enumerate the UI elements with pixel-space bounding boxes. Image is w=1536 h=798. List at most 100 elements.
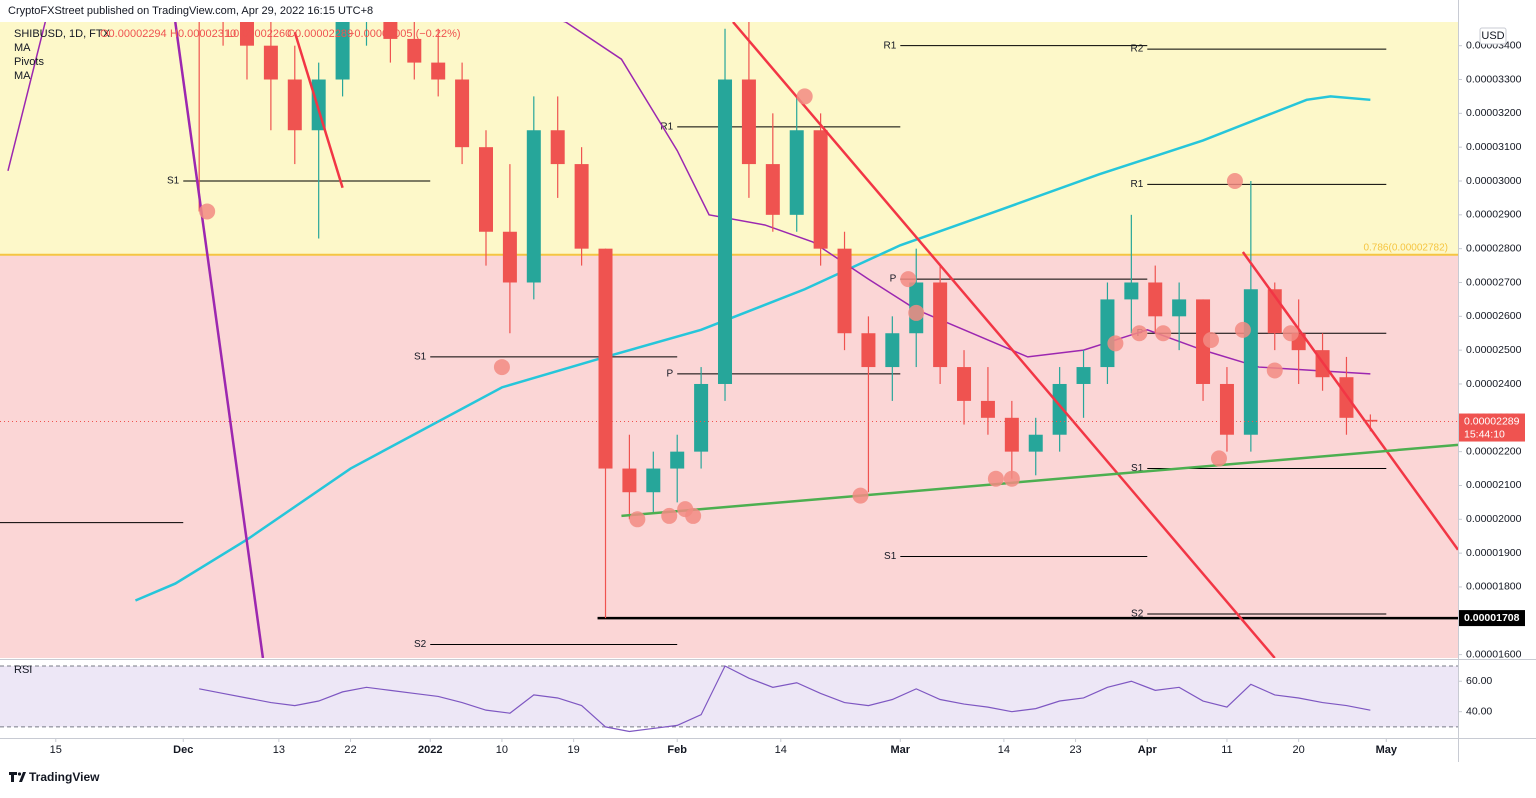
y-tick-label: 0.00002000 xyxy=(1466,513,1522,525)
candle-body xyxy=(718,79,733,384)
ohlc-low: L0.00002260 xyxy=(227,28,291,40)
trendline xyxy=(621,443,1458,518)
candle-body xyxy=(1363,419,1378,422)
marker xyxy=(1282,325,1299,342)
candle-body xyxy=(670,451,685,469)
rsi-tick-label: 40.00 xyxy=(1466,705,1492,717)
marker xyxy=(629,511,646,528)
x-tick-label: Mar xyxy=(891,744,911,756)
rsi-title: RSI xyxy=(14,664,32,676)
candle-body xyxy=(1100,299,1115,368)
last-price-tag xyxy=(1459,413,1525,442)
pivot-label: R2 xyxy=(1130,44,1143,55)
axes: 0.000016000.000017000.000018000.00001900… xyxy=(50,39,1525,756)
candle-body xyxy=(813,130,828,249)
marker xyxy=(987,470,1004,487)
x-tick-label: May xyxy=(1376,744,1398,756)
y-tick-label: 0.00003000 xyxy=(1466,175,1522,187)
marker xyxy=(796,88,813,105)
candle-body xyxy=(1076,367,1091,384)
candle-body xyxy=(861,333,876,368)
pivot-label: S1 xyxy=(1131,463,1144,474)
symbol: SHIBUSD, 1D, FTX xyxy=(14,28,111,40)
candle-body xyxy=(1172,299,1187,317)
candle-body xyxy=(789,130,804,215)
candle-body xyxy=(598,248,613,469)
rsi-pane xyxy=(0,665,1458,733)
currency: USD xyxy=(1481,30,1504,42)
ohlc-high: H0.00002310 xyxy=(170,28,236,40)
y-tick-label: 0.00002700 xyxy=(1466,276,1522,288)
marker xyxy=(1155,325,1172,342)
x-tick-label: 14 xyxy=(775,744,787,756)
marker xyxy=(852,487,869,504)
fib-label: 0.786(0.00002782) xyxy=(1363,242,1448,253)
marker xyxy=(685,507,702,524)
ohlc-open: O0.00002294 xyxy=(100,28,167,40)
footer-logo xyxy=(9,772,26,782)
rsi-line xyxy=(199,665,1371,733)
candle-body xyxy=(765,164,780,215)
marker xyxy=(199,203,216,220)
price-pane: 0.786(0.00002782)R1R2R1S1R1PPS1PS1S1S2S2 xyxy=(0,22,1458,658)
marker xyxy=(1203,332,1220,348)
marker xyxy=(908,304,925,321)
pivot-label: S1 xyxy=(167,176,180,187)
pivot-label: S2 xyxy=(1131,609,1144,620)
candle-body xyxy=(335,22,350,80)
countdown: 15:44:10 xyxy=(1464,428,1505,440)
candle-body xyxy=(980,400,995,418)
marker xyxy=(1226,173,1243,189)
candle-body xyxy=(1196,299,1211,384)
pivot-label: S1 xyxy=(884,551,897,562)
candle-body xyxy=(383,22,398,39)
x-tick-label: Apr xyxy=(1138,744,1158,756)
candle-body xyxy=(646,468,661,493)
candle-body xyxy=(287,79,302,131)
candle-body xyxy=(957,367,972,401)
candle-body xyxy=(479,147,493,232)
x-tick-label: Feb xyxy=(667,744,687,756)
candle-body xyxy=(1219,383,1234,435)
marker xyxy=(1131,325,1148,342)
x-tick-label: 15 xyxy=(50,744,62,756)
candle-body xyxy=(933,282,948,368)
x-tick-label: 13 xyxy=(273,744,285,756)
x-tick-label: 20 xyxy=(1293,744,1305,756)
marker xyxy=(493,359,510,376)
marker xyxy=(1003,470,1020,487)
rsi-band xyxy=(0,666,1458,727)
y-tick-label: 0.00003300 xyxy=(1466,73,1522,85)
pivot-label: P xyxy=(890,274,897,285)
candle-body xyxy=(1148,282,1163,317)
y-tick-label: 0.00002100 xyxy=(1466,479,1522,491)
x-tick-label: 23 xyxy=(1069,744,1081,756)
y-tick-label: 0.00003100 xyxy=(1466,141,1522,153)
x-tick-label: 19 xyxy=(568,744,580,756)
candle-body xyxy=(1052,383,1067,435)
y-tick-label: 0.00002400 xyxy=(1466,378,1522,390)
y-tick-label: 0.00002800 xyxy=(1466,242,1522,254)
marker xyxy=(1234,321,1251,338)
trendline xyxy=(732,22,1276,658)
trendline xyxy=(293,31,344,189)
ohlc-close: C0.00002289 xyxy=(287,28,353,40)
x-tick-label: 22 xyxy=(344,744,356,756)
pivot-label: R1 xyxy=(883,40,896,51)
trendline xyxy=(1241,251,1458,551)
marker xyxy=(1107,335,1124,352)
candle-body xyxy=(1243,289,1258,435)
candle-body xyxy=(694,383,709,452)
indicator: MA xyxy=(14,70,31,82)
candle-body xyxy=(1028,434,1043,452)
currency-box xyxy=(1479,27,1507,45)
x-tick-label: 10 xyxy=(496,744,508,756)
candle-body xyxy=(741,79,756,165)
candle-body xyxy=(407,38,422,63)
y-tick-label: 0.00002200 xyxy=(1466,445,1522,457)
candle-body xyxy=(1124,282,1139,300)
candle-body xyxy=(431,62,446,80)
candle-body xyxy=(1004,417,1019,452)
candle-body xyxy=(526,130,541,283)
